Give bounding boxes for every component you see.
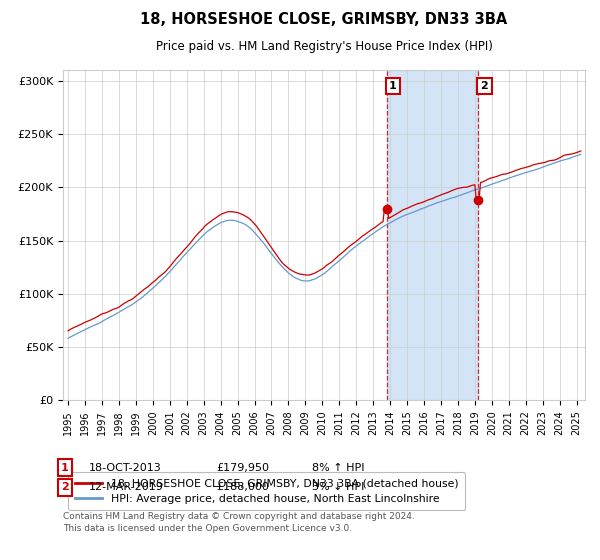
- Text: 2: 2: [61, 482, 68, 492]
- Text: 1: 1: [389, 81, 397, 91]
- Text: 3% ↓ HPI: 3% ↓ HPI: [312, 482, 364, 492]
- Text: 18-OCT-2013: 18-OCT-2013: [89, 463, 161, 473]
- Text: £188,000: £188,000: [216, 482, 269, 492]
- Text: 8% ↑ HPI: 8% ↑ HPI: [312, 463, 365, 473]
- Text: Price paid vs. HM Land Registry's House Price Index (HPI): Price paid vs. HM Land Registry's House …: [155, 40, 493, 53]
- Legend: 18, HORSESHOE CLOSE, GRIMSBY, DN33 3BA (detached house), HPI: Average price, det: 18, HORSESHOE CLOSE, GRIMSBY, DN33 3BA (…: [68, 472, 465, 510]
- Text: 2: 2: [481, 81, 488, 91]
- Text: 12-MAR-2019: 12-MAR-2019: [89, 482, 164, 492]
- Bar: [386, 70, 478, 400]
- Text: 1: 1: [61, 463, 68, 473]
- Text: 18, HORSESHOE CLOSE, GRIMSBY, DN33 3BA: 18, HORSESHOE CLOSE, GRIMSBY, DN33 3BA: [140, 12, 508, 27]
- Text: £179,950: £179,950: [216, 463, 269, 473]
- Text: Contains HM Land Registry data © Crown copyright and database right 2024.
This d: Contains HM Land Registry data © Crown c…: [63, 512, 415, 533]
